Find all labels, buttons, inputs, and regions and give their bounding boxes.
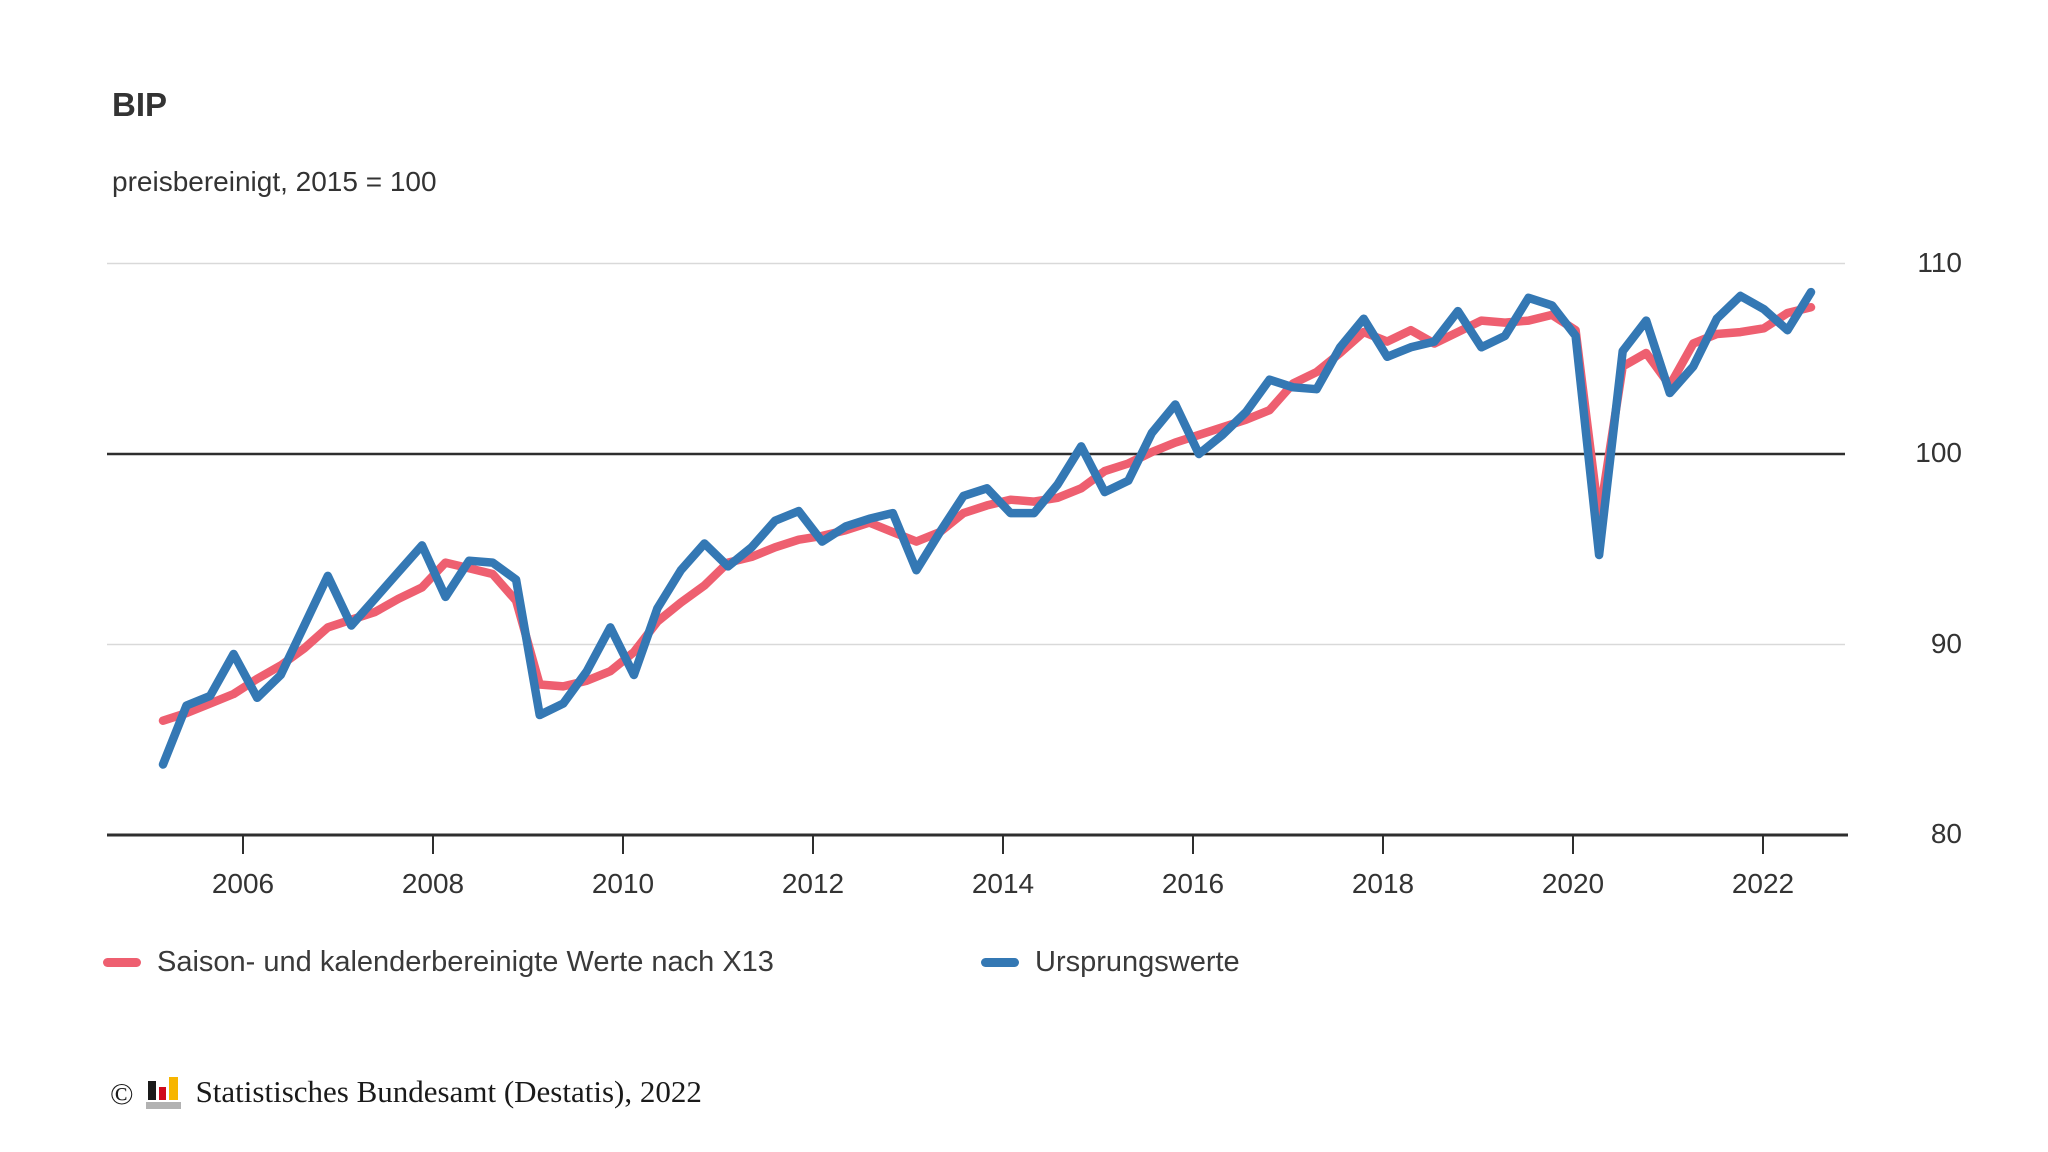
- legend-item-adjusted: Saison- und kalenderbereinigte Werte nac…: [103, 946, 774, 979]
- adjusted-series-swatch: [103, 958, 141, 967]
- x-axis-label-2010: 2010: [591, 868, 655, 899]
- original-series-swatch: [981, 958, 1019, 967]
- adjusted-series-line: [158, 303, 1816, 725]
- y-axis-label-100: 100: [1915, 437, 1962, 468]
- original-series-line: [158, 287, 1816, 769]
- y-axis-label-90: 90: [1930, 627, 1962, 659]
- x-axis-label-2006: 2006: [211, 868, 275, 899]
- source-footer: © Statistisches Bundesamt (Destatis), 20…: [110, 1072, 702, 1109]
- x-axis-label-2016: 2016: [1161, 868, 1225, 899]
- x-axis-label-2020: 2020: [1541, 868, 1605, 899]
- x-axis-label-2008: 2008: [401, 868, 465, 899]
- x-axis-label-2022: 2022: [1731, 868, 1795, 899]
- x-axis-label-2014: 2014: [971, 868, 1035, 899]
- chart-subtitle: preisbereinigt, 2015 = 100: [112, 166, 437, 197]
- x-axis-label-2018: 2018: [1351, 868, 1415, 899]
- y-axis-label-80: 80: [1930, 818, 1962, 849]
- source-text: Statistisches Bundesamt (Destatis), 2022: [195, 1073, 702, 1109]
- destatis-bar-chart-logo-icon: [145, 1072, 184, 1109]
- legend-label-adjusted: Saison- und kalenderbereinigte Werte nac…: [157, 946, 774, 978]
- chart-title: BIP: [112, 86, 168, 123]
- y-axis-label-110: 110: [1917, 246, 1962, 278]
- x-axis-label-2012: 2012: [781, 868, 845, 899]
- legend-item-original: Ursprungswerte: [981, 946, 1240, 979]
- copyright-icon: ©: [110, 1076, 134, 1111]
- legend-label-original: Ursprungswerte: [1035, 946, 1240, 978]
